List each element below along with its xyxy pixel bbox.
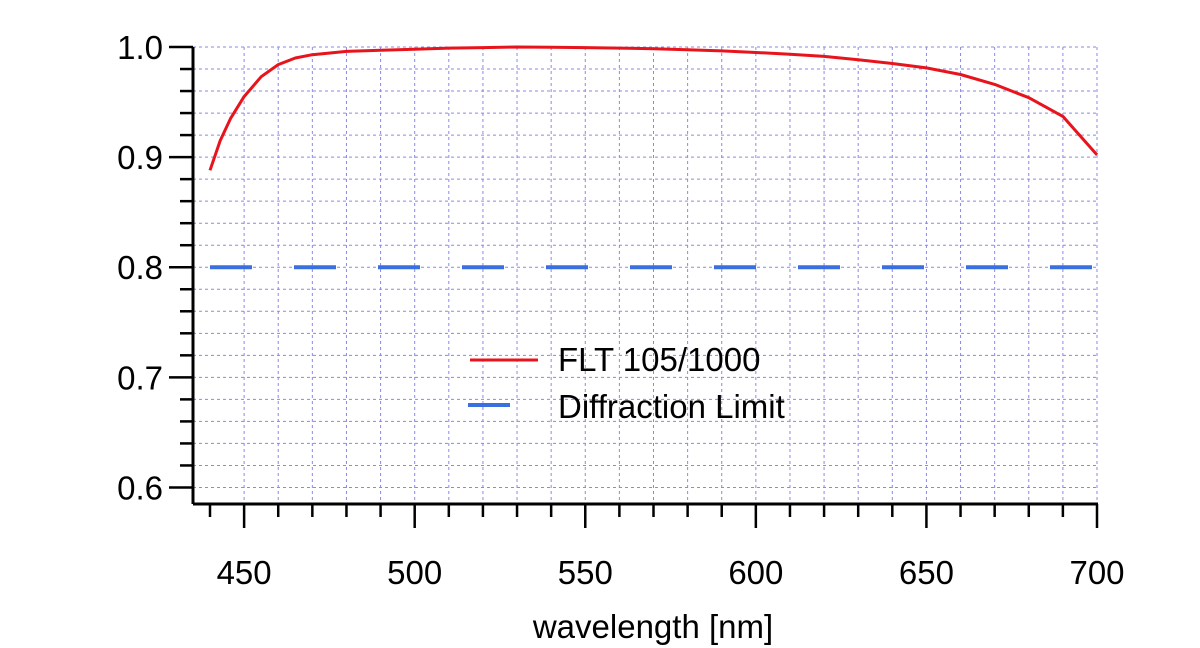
grid bbox=[193, 46, 1098, 504]
y-tick-label: 0.7 bbox=[117, 359, 163, 396]
legend-label-diffraction: Diffraction Limit bbox=[558, 388, 785, 425]
legend: FLT 105/1000 Diffraction Limit bbox=[468, 341, 785, 425]
legend-label-flt: FLT 105/1000 bbox=[558, 341, 760, 378]
x-tick-label: 650 bbox=[899, 554, 954, 591]
tick-labels: 450 500 550 600 650 700 0.6 0.7 0.8 0.9 1.0 bbox=[117, 29, 1124, 591]
x-tick-label: 600 bbox=[728, 554, 783, 591]
x-tick-label: 500 bbox=[387, 554, 442, 591]
series-line-flt bbox=[208, 45, 1099, 171]
x-axis-title: wavelength [nm] bbox=[532, 608, 773, 645]
series-lines bbox=[208, 45, 1099, 270]
x-tick-label: 450 bbox=[217, 554, 272, 591]
x-tick-label: 550 bbox=[558, 554, 613, 591]
y-tick-label: 0.8 bbox=[117, 249, 163, 286]
y-tick-label: 0.9 bbox=[117, 139, 163, 176]
y-tick-label: 0.6 bbox=[117, 469, 163, 506]
axis-ticks bbox=[169, 45, 1099, 528]
x-tick-label: 700 bbox=[1069, 554, 1124, 591]
y-tick-label: 1.0 bbox=[117, 29, 163, 66]
